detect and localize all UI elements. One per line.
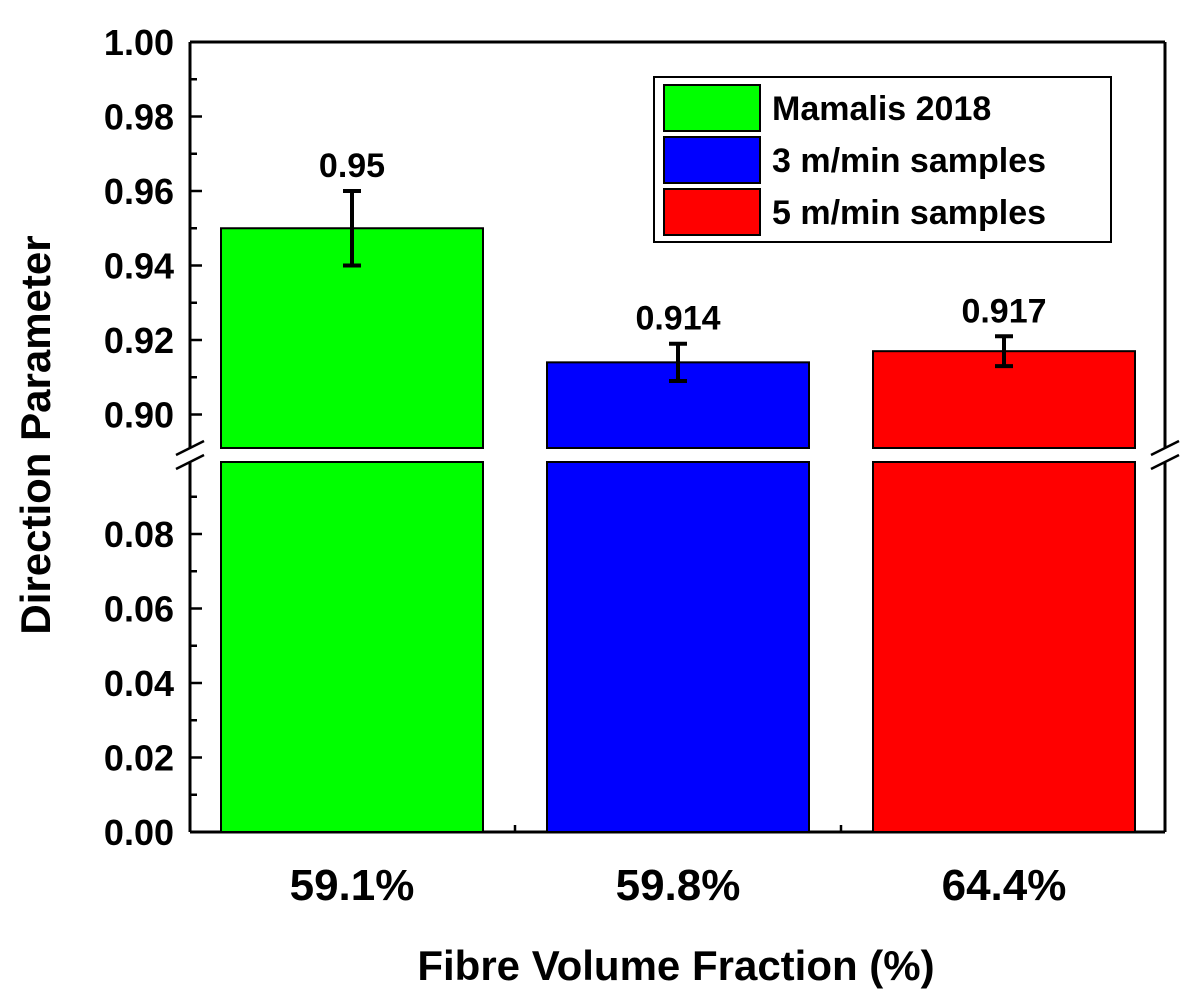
axis-break-marks: [175, 439, 1180, 471]
bar-lower: [220, 461, 484, 833]
legend-label: Mamalis 2018: [772, 90, 991, 128]
y-tick-label: 0.90: [104, 395, 174, 436]
data-labels: 0.95 0.914 0.917: [319, 147, 1047, 338]
x-tick-label: 59.8%: [616, 861, 741, 910]
y-axis-title: Direction Parameter: [12, 235, 59, 634]
y-tick-label: 0.06: [104, 589, 174, 630]
data-label: 0.917: [961, 292, 1046, 330]
break-mark-right: [1150, 453, 1180, 471]
tick-labels: 0.00 0.02 0.04 0.06 0.08 0.90 0.92 0.94 0.96 0.98…: [104, 22, 1066, 910]
legend-label: 3 m/min samples: [772, 142, 1046, 180]
legend-swatch: [663, 136, 761, 184]
legend: Mamalis 2018 3 m/min samples 5 m/min sampl…: [653, 76, 1112, 243]
data-label: 0.914: [635, 300, 720, 338]
y-tick-label: 0.08: [104, 514, 174, 555]
break-mark-right: [1150, 439, 1180, 457]
y-tick-label: 0.96: [104, 171, 174, 212]
legend-swatch: [663, 188, 761, 236]
data-label: 0.95: [319, 147, 385, 185]
bar-lower: [546, 461, 810, 833]
x-tick-label: 59.1%: [290, 861, 415, 910]
bar-lower: [872, 461, 1136, 833]
y-tick-label: 0.92: [104, 320, 174, 361]
break-mark-left: [175, 453, 205, 471]
y-tick-label: 0.04: [104, 663, 174, 704]
y-tick-label: 1.00: [104, 22, 174, 63]
x-tick-label: 64.4%: [942, 861, 1067, 910]
break-mark-left: [175, 439, 205, 457]
legend-swatch: [663, 84, 761, 132]
y-tick-label: 0.98: [104, 97, 174, 138]
error-bars: [343, 189, 1013, 383]
y-tick-label: 0.02: [104, 738, 174, 779]
y-tick-label: 0.94: [104, 246, 174, 287]
y-tick-label: 0.00: [104, 812, 174, 853]
x-axis-title: Fibre Volume Fraction (%): [417, 942, 934, 989]
legend-label: 5 m/min samples: [772, 194, 1046, 232]
